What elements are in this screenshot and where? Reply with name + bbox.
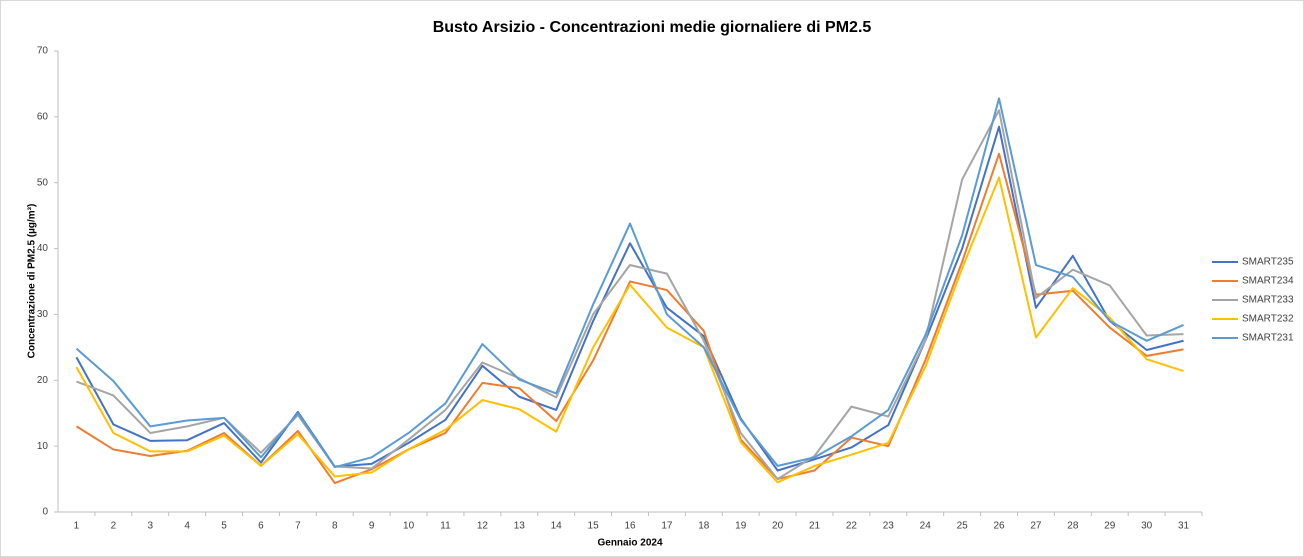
x-tick-label: 26 (993, 521, 1005, 532)
legend-label: SMART234 (1242, 276, 1294, 287)
x-tick-label: 12 (477, 521, 489, 532)
x-tick-label: 8 (332, 521, 338, 532)
x-tick-label: 7 (295, 521, 301, 532)
legend-label: SMART231 (1242, 333, 1294, 344)
y-tick-label: 10 (37, 441, 49, 452)
y-tick-label: 40 (37, 243, 49, 254)
chart-title: Busto Arsizio - Concentrazioni medie gio… (433, 19, 872, 36)
x-tick-label: 25 (957, 521, 969, 532)
x-tick-label: 20 (772, 521, 784, 532)
y-axis-label: Concentrazione di PM2.5 (µg/m³) (27, 204, 38, 359)
x-tick-label: 10 (403, 521, 415, 532)
x-tick-label: 1 (74, 521, 80, 532)
y-tick-label: 60 (37, 111, 49, 122)
data-line (75, 97, 1184, 469)
x-tick-label: 23 (883, 521, 895, 532)
x-tick-label: 22 (846, 521, 858, 532)
x-tick-label: 15 (588, 521, 600, 532)
x-tick-label: 11 (440, 521, 451, 532)
x-tick-label: 6 (258, 521, 264, 532)
y-tick-label: 20 (37, 375, 49, 386)
x-tick-label: 9 (369, 521, 375, 532)
data-line (76, 109, 1184, 481)
x-tick-label: 24 (920, 521, 932, 532)
y-tick-label: 30 (37, 309, 49, 320)
legend-label: SMART232 (1242, 314, 1294, 325)
x-tick-label: 14 (551, 521, 563, 532)
x-tick-label: 30 (1141, 521, 1153, 532)
x-axis-label: Gennaio 2024 (597, 538, 662, 549)
x-tick-label: 16 (624, 521, 636, 532)
x-tick-label: 4 (184, 521, 190, 532)
legend-label: SMART233 (1242, 295, 1294, 306)
y-tick-label: 50 (37, 177, 49, 188)
data-line (75, 125, 1184, 472)
x-tick-label: 27 (1030, 521, 1042, 532)
x-tick-label: 13 (514, 521, 526, 532)
y-tick-label: 0 (42, 507, 48, 518)
x-tick-label: 29 (1104, 521, 1116, 532)
x-tick-label: 2 (111, 521, 117, 532)
x-tick-label: 21 (809, 521, 821, 532)
y-tick-label: 70 (37, 46, 49, 57)
x-tick-label: 3 (147, 521, 153, 532)
x-tick-label: 18 (698, 521, 710, 532)
x-tick-label: 31 (1178, 521, 1190, 532)
x-tick-label: 28 (1067, 521, 1079, 532)
x-tick-label: 19 (735, 521, 747, 532)
x-tick-label: 5 (221, 521, 227, 532)
x-tick-label: 17 (661, 521, 673, 532)
legend-label: SMART235 (1242, 257, 1294, 268)
data-line (75, 176, 1184, 484)
